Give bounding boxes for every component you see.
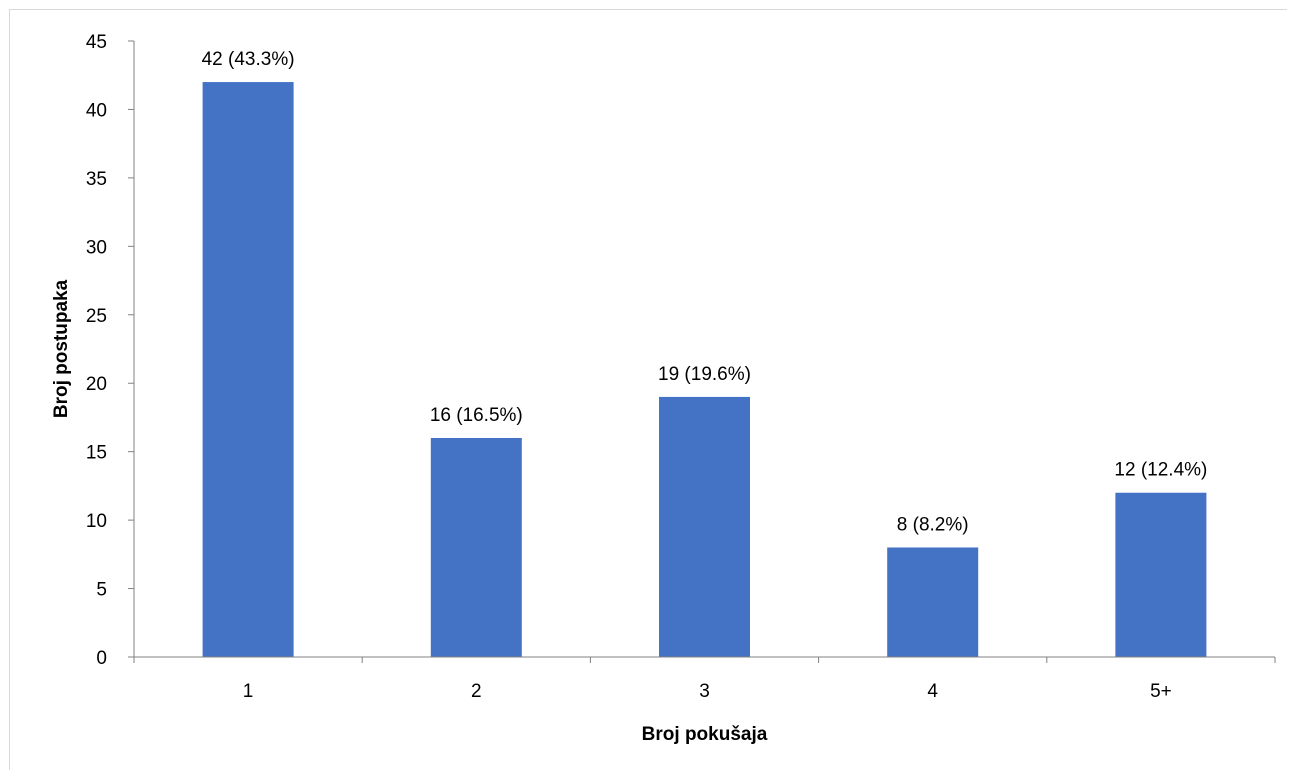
y-axis-title: Broj postupaka	[51, 279, 72, 418]
bars	[202, 82, 1207, 658]
y-tick-label: 30	[86, 237, 107, 258]
x-axis-title: Broj pokušaja	[642, 724, 768, 745]
x-tick-label: 1	[243, 681, 254, 702]
y-tick-label: 10	[86, 511, 107, 532]
bar	[887, 547, 979, 657]
bar-data-label: 19 (19.6%)	[658, 364, 751, 385]
bar	[202, 82, 294, 658]
x-tick-label: 4	[927, 681, 938, 702]
y-tick-label: 20	[86, 374, 107, 395]
x-axis-ticks: 1 2 3 4 5+	[133, 657, 1276, 702]
bar	[430, 437, 522, 657]
y-tick-label: 15	[86, 443, 107, 464]
y-tick-label: 40	[86, 100, 107, 121]
bar-data-label: 42 (43.3%)	[202, 49, 295, 70]
data-labels: 42 (43.3%) 16 (16.5%) 19 (19.6%) 8 (8.2%) 12…	[202, 49, 1208, 535]
y-tick-label: 25	[86, 306, 107, 327]
x-tick-label: 3	[699, 681, 710, 702]
bar-data-label: 8 (8.2%)	[897, 514, 969, 535]
bar	[1115, 492, 1207, 657]
y-tick-label: 0	[96, 648, 107, 669]
bar-data-label: 12 (12.4%)	[1114, 460, 1207, 481]
y-tick-label: 45	[86, 32, 107, 53]
bar	[659, 396, 750, 657]
y-tick-label: 5	[96, 580, 107, 601]
bar-data-label: 16 (16.5%)	[430, 405, 523, 426]
x-tick-label: 2	[471, 681, 482, 702]
y-tick-label: 35	[86, 169, 107, 190]
chart-frame	[9, 9, 1287, 770]
y-axis-ticks: 0 5 10 15 20 25 30 35 40 45	[86, 32, 134, 669]
x-tick-label: 5+	[1150, 681, 1172, 702]
